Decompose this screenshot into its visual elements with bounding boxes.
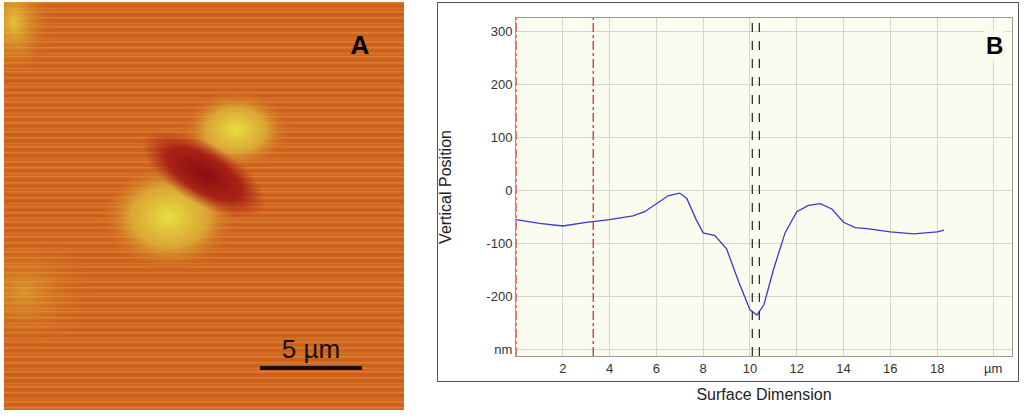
svg-text:-200: -200 bbox=[486, 289, 512, 304]
svg-text:8: 8 bbox=[700, 361, 707, 376]
svg-text:14: 14 bbox=[836, 361, 850, 376]
svg-text:5 µm: 5 µm bbox=[282, 334, 340, 364]
svg-text:200: 200 bbox=[491, 77, 513, 92]
svg-text:B: B bbox=[986, 32, 1003, 59]
svg-text:Vertical Position: Vertical Position bbox=[437, 130, 454, 244]
svg-text:2: 2 bbox=[559, 361, 566, 376]
svg-text:100: 100 bbox=[491, 130, 513, 145]
svg-text:0: 0 bbox=[505, 183, 512, 198]
svg-text:µm: µm bbox=[984, 361, 1002, 376]
svg-text:Surface Dimension: Surface Dimension bbox=[696, 386, 831, 403]
svg-text:16: 16 bbox=[883, 361, 897, 376]
svg-text:18: 18 bbox=[930, 361, 944, 376]
svg-text:6: 6 bbox=[653, 361, 660, 376]
svg-text:-100: -100 bbox=[486, 236, 512, 251]
svg-text:10: 10 bbox=[743, 361, 757, 376]
svg-text:4: 4 bbox=[606, 361, 613, 376]
svg-text:12: 12 bbox=[790, 361, 804, 376]
svg-text:A: A bbox=[351, 30, 370, 60]
svg-text:300: 300 bbox=[491, 24, 513, 39]
svg-text:nm: nm bbox=[494, 342, 512, 357]
